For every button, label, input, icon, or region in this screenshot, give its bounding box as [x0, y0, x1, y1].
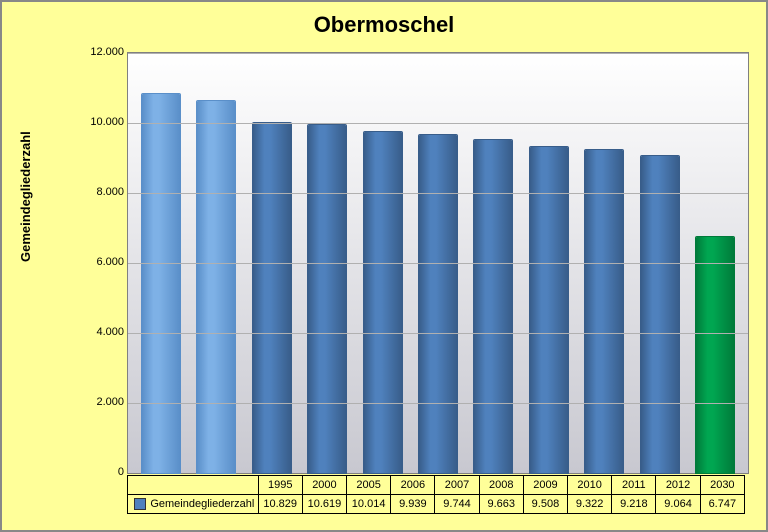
- y-tick-label: 8.000: [74, 186, 124, 198]
- grid-line: [128, 53, 748, 54]
- bar: [142, 94, 180, 473]
- value-cell: 9.322: [568, 494, 612, 513]
- plot-area: [127, 52, 749, 474]
- bar-slot: [470, 140, 516, 473]
- y-tick-label: 4.000: [74, 326, 124, 338]
- bar-slot: [526, 147, 572, 473]
- bar-slot: [637, 156, 683, 473]
- category-cell: 1995: [258, 475, 302, 494]
- category-cell: 2010: [568, 475, 612, 494]
- value-cell: 9.218: [612, 494, 656, 513]
- chart-area: 02.0004.0006.0008.00010.00012.000: [72, 52, 752, 492]
- bar-slot: [193, 101, 239, 473]
- bar-slot: [138, 94, 184, 473]
- value-cell: 9.663: [479, 494, 523, 513]
- bar-slot: [304, 125, 350, 473]
- bar: [696, 237, 734, 473]
- data-table-container: 1995200020052006200720082009201020112012…: [72, 475, 752, 514]
- grid-line: [128, 193, 748, 194]
- y-tick-label: 2.000: [74, 396, 124, 408]
- table-row: 1995200020052006200720082009201020112012…: [128, 475, 745, 494]
- category-cell: 2030: [700, 475, 744, 494]
- y-axis-label: Gemeindegliederzahl: [18, 131, 33, 262]
- category-cell: 2007: [435, 475, 479, 494]
- grid-line: [128, 403, 748, 404]
- category-cell: 2005: [347, 475, 391, 494]
- chart-title: Obermoschel: [2, 2, 766, 44]
- legend-swatch-icon: [134, 498, 146, 510]
- bar-slot: [249, 123, 295, 473]
- y-tick-label: 10.000: [74, 116, 124, 128]
- grid-line: [128, 263, 748, 264]
- bar: [585, 150, 623, 473]
- grid-line: [128, 123, 748, 124]
- bar: [419, 135, 457, 473]
- bar: [253, 123, 291, 473]
- category-cell: 2008: [479, 475, 523, 494]
- table-row: Gemeindegliederzahl 10.82910.61910.0149.9…: [128, 494, 745, 513]
- bar: [474, 140, 512, 473]
- value-cell: 10.829: [258, 494, 302, 513]
- legend-cell: Gemeindegliederzahl: [128, 494, 259, 513]
- value-cell: 9.508: [523, 494, 567, 513]
- category-cell: 2011: [612, 475, 656, 494]
- category-cell: 2012: [656, 475, 700, 494]
- bar-slot: [581, 150, 627, 473]
- bar: [641, 156, 679, 473]
- value-cell: 9.744: [435, 494, 479, 513]
- bar-slot: [360, 132, 406, 473]
- category-cell: 2000: [302, 475, 346, 494]
- table-corner-cell: [128, 475, 259, 494]
- bar: [308, 125, 346, 473]
- bar: [364, 132, 402, 473]
- legend-label: Gemeindegliederzahl: [150, 498, 254, 510]
- category-cell: 2006: [391, 475, 435, 494]
- bar: [197, 101, 235, 473]
- y-tick-label: 12.000: [74, 46, 124, 58]
- category-cell: 2009: [523, 475, 567, 494]
- bar-slot: [692, 237, 738, 473]
- value-cell: 10.619: [302, 494, 346, 513]
- grid-line: [128, 333, 748, 334]
- bar-slot: [415, 135, 461, 473]
- data-table: 1995200020052006200720082009201020112012…: [127, 475, 745, 514]
- value-cell: 6.747: [700, 494, 744, 513]
- value-cell: 10.014: [347, 494, 391, 513]
- value-cell: 9.064: [656, 494, 700, 513]
- chart-container: Obermoschel Gemeindegliederzahl 02.0004.…: [0, 0, 768, 532]
- value-cell: 9.939: [391, 494, 435, 513]
- y-tick-label: 6.000: [74, 256, 124, 268]
- bar: [530, 147, 568, 473]
